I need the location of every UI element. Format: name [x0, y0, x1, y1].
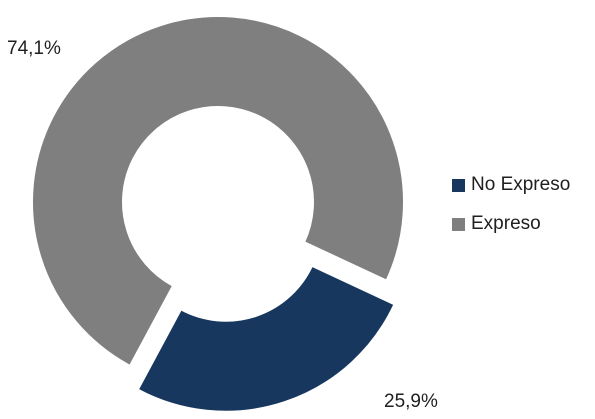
data-label-no-expreso: 25,9%	[384, 391, 438, 412]
legend-swatch-no-expreso	[452, 178, 465, 192]
legend-label-no-expreso: No Expreso	[471, 174, 571, 195]
legend-item-expreso: Expreso	[452, 213, 570, 235]
legend: No Expreso Expreso	[452, 174, 570, 252]
data-label-expreso: 74,1%	[7, 38, 61, 59]
legend-item-no-expreso: No Expreso	[452, 174, 570, 196]
legend-swatch-expreso	[452, 217, 465, 231]
donut-slice-no-expreso	[136, 264, 396, 413]
legend-label-expreso: Expreso	[471, 213, 541, 234]
donut-slice-expreso	[31, 15, 405, 368]
slices-group	[31, 15, 405, 413]
